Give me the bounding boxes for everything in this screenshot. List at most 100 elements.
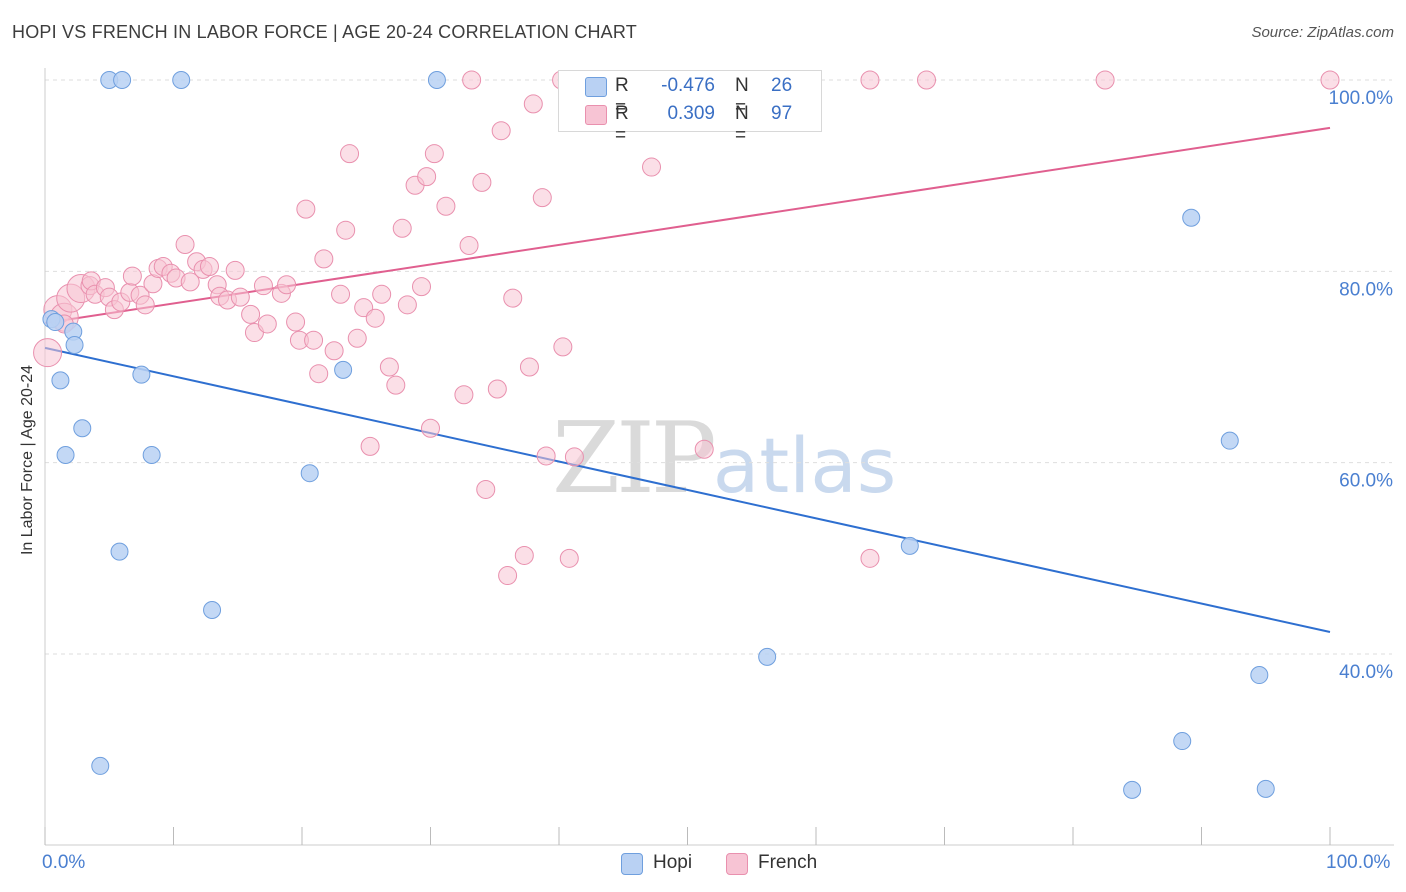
french-point — [340, 144, 360, 164]
french-point — [336, 220, 356, 240]
french-point — [523, 94, 543, 114]
french-point — [347, 328, 367, 348]
french-point — [459, 236, 479, 256]
french-point — [392, 218, 412, 238]
french-point — [225, 260, 245, 280]
legend-r-label: R = — [615, 103, 629, 146]
trend-lines — [44, 126, 1331, 633]
french-point — [694, 439, 714, 459]
french-point — [331, 284, 351, 304]
hopi-point — [91, 756, 110, 775]
french-point — [860, 70, 880, 90]
y-tick-label: 40.0% — [1339, 662, 1393, 683]
french-point — [324, 341, 344, 361]
hopi-point — [110, 542, 129, 561]
grid-lines — [45, 79, 1392, 655]
hopi-point — [900, 536, 919, 555]
hopi-point — [142, 446, 161, 465]
french-point — [519, 357, 539, 377]
french-point — [476, 479, 496, 499]
hopi-point — [132, 365, 151, 384]
french-legend-swatch — [726, 853, 748, 875]
french-point — [304, 330, 324, 350]
french-point — [421, 418, 440, 438]
legend-r-value: -0.476 — [661, 75, 715, 96]
hopi-point — [300, 464, 319, 483]
hopi-legend-swatch — [621, 853, 643, 875]
watermark-atlas: atlas — [712, 421, 897, 510]
french-point — [122, 266, 142, 286]
hopi-point — [1182, 208, 1201, 227]
legend-r-label: R = — [615, 75, 629, 118]
hopi-point — [65, 335, 84, 354]
french-point — [503, 288, 523, 308]
hopi-point — [1220, 431, 1239, 450]
y-tick-label: 60.0% — [1339, 471, 1393, 492]
hopi-point — [758, 647, 777, 666]
french-point — [917, 70, 937, 90]
french-point — [199, 257, 219, 277]
hopi-point — [203, 600, 222, 619]
french-point — [286, 312, 306, 332]
hopi-point — [427, 71, 446, 89]
french-point — [386, 375, 406, 395]
french-point — [559, 548, 579, 568]
legend-r-value: 0.309 — [667, 103, 715, 124]
hopi-swatch — [585, 77, 607, 97]
legend-label-french: French — [758, 852, 818, 873]
french-point — [491, 121, 511, 141]
french-point — [1095, 70, 1115, 90]
french-point — [536, 446, 556, 466]
french-point — [514, 545, 534, 565]
french-point — [360, 436, 380, 456]
french-point — [417, 167, 437, 187]
french-point — [33, 338, 63, 368]
french-point — [241, 304, 261, 324]
legend-n-value: 26 — [771, 75, 793, 96]
hopi-point — [51, 371, 70, 390]
french-point — [498, 566, 518, 586]
french-point — [424, 144, 444, 164]
french-point — [230, 287, 250, 307]
french-point — [379, 357, 399, 377]
hopi-point — [1123, 780, 1142, 799]
french-point — [642, 157, 662, 177]
stats-legend: R = -0.476 N = 26 R = 0.309 N = 97 — [558, 70, 822, 146]
hopi-point — [172, 71, 191, 89]
y-tick-label: 80.0% — [1339, 279, 1393, 300]
french-point — [180, 272, 200, 292]
chart-title: HOPI VS FRENCH IN LABOR FORCE | AGE 20-2… — [12, 22, 637, 42]
legend-n-label: N = — [735, 103, 749, 146]
source-credit: Source: ZipAtlas.com — [1251, 24, 1394, 41]
french-point — [277, 275, 297, 295]
french-point — [314, 249, 334, 269]
data-points — [33, 70, 1340, 799]
french-point — [454, 385, 474, 405]
french-point — [860, 548, 880, 568]
french-point — [472, 172, 492, 192]
french-point — [397, 295, 417, 315]
french-point — [1320, 70, 1340, 90]
french-point — [436, 196, 456, 216]
french-point — [487, 379, 507, 399]
french-point — [257, 314, 277, 334]
french-point — [372, 284, 392, 304]
french-point — [135, 295, 155, 315]
french-point — [462, 70, 482, 90]
hopi-point — [46, 313, 65, 332]
french-point — [564, 447, 584, 467]
legend-label-hopi: Hopi — [653, 852, 693, 873]
french-point — [412, 277, 432, 297]
french-swatch — [585, 105, 607, 125]
y-tick-labels: 40.0% 60.0% 80.0% 100.0% — [1329, 88, 1394, 683]
french-point — [553, 337, 573, 357]
french-point — [253, 276, 273, 296]
hopi-point — [1256, 779, 1275, 798]
french-point — [309, 364, 329, 384]
x-tick-label-max: 100.0% — [1326, 852, 1391, 873]
french-point — [296, 199, 316, 219]
french-point — [532, 188, 552, 208]
y-tick-label: 100.0% — [1329, 88, 1394, 109]
x-tick-label-min: 0.0% — [42, 852, 86, 873]
